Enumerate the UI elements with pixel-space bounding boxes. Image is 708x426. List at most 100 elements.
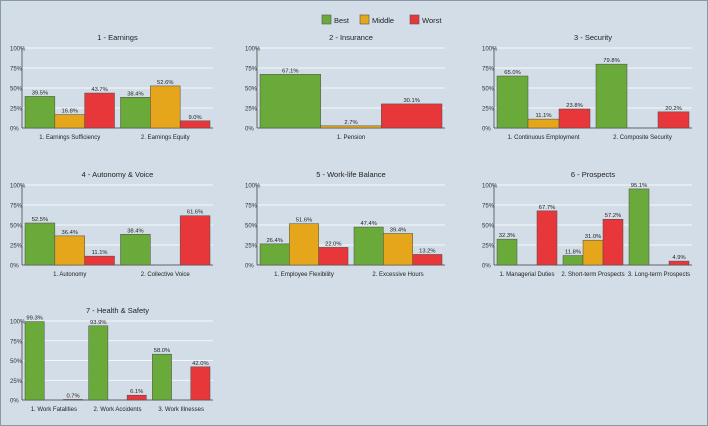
data-label-best: 79.8% (603, 58, 619, 64)
bar-middle (527, 118, 560, 129)
data-label-best: 11.8% (565, 250, 581, 256)
x-tick-label: 1. Autonomy (53, 272, 86, 278)
y-tick-label: 75% (482, 67, 495, 73)
y-tick-label: 50% (10, 87, 23, 93)
bar-middle (383, 233, 413, 266)
panel-title: 7 - Health & Safety (86, 306, 149, 315)
data-label-best: 93.9% (90, 320, 106, 326)
y-tick-label: 75% (10, 67, 23, 73)
panel-title: 3 - Security (574, 33, 612, 42)
y-tick-label: 25% (482, 244, 495, 250)
y-tick-label: 25% (10, 107, 23, 113)
bar-worst (602, 218, 624, 266)
y-tick-label: 100% (245, 184, 261, 190)
data-label-worst: 43.7% (91, 87, 107, 93)
bar-worst (63, 399, 83, 401)
bar-middle (54, 235, 85, 266)
bar-worst (657, 111, 690, 129)
panel-2: 2 - Insurance 0% 25% 50% 75% 100% 67.1% 2.7% 30.… (245, 33, 445, 141)
x-tick-label: 1. Work Fatalities (31, 407, 77, 413)
data-label-middle: 31.0% (585, 234, 601, 240)
y-tick-label: 100% (482, 47, 498, 53)
bar-best (259, 243, 290, 266)
y-tick-label: 100% (482, 184, 498, 190)
y-tick-label: 50% (10, 359, 23, 365)
y-tick-label: 0% (10, 127, 19, 133)
data-label-worst: 23.8% (566, 103, 582, 109)
bar-worst (558, 108, 591, 129)
data-label-middle: 51.6% (296, 218, 312, 224)
y-tick-label: 25% (482, 107, 495, 113)
y-tick-label: 50% (482, 87, 495, 93)
legend-swatch-worst (409, 14, 420, 25)
y-tick-label: 0% (10, 264, 19, 270)
panel-1: 1 - Earnings 0% 25% 50% 75% 100% 39.5% 16.8% 43.… (10, 33, 213, 141)
x-tick-label: 2. Short-term Prospects (561, 272, 624, 278)
bar-best (120, 234, 151, 266)
bar-best (152, 353, 172, 401)
bar-worst (179, 215, 211, 266)
bar-worst (84, 92, 115, 129)
legend-swatch-best (321, 14, 332, 25)
bar-worst (190, 366, 211, 401)
chart-panels: 1 - Earnings 0% 25% 50% 75% 100% 39.5% 16.8% 43.… (10, 33, 692, 413)
data-label-middle: 11.1% (535, 113, 551, 119)
x-tick-label: 1. Pension (337, 135, 365, 141)
data-label-worst: 0.7% (66, 393, 79, 399)
panel-5: 5 - Work-life Balance 0% 25% 50% 75% 100% 26.4… (245, 170, 445, 278)
y-tick-label: 75% (10, 339, 23, 345)
bar-worst (381, 103, 443, 129)
data-label-best: 38.4% (127, 91, 143, 97)
bar-worst (84, 255, 115, 266)
panel-title: 5 - Work-life Balance (316, 170, 385, 179)
y-tick-label: 75% (245, 204, 258, 210)
panel-title: 1 - Earnings (97, 33, 138, 42)
y-tick-label: 25% (245, 107, 258, 113)
bar-middle (582, 239, 604, 266)
y-tick-label: 25% (10, 244, 23, 250)
x-tick-label: 1. Continuous Employment (507, 135, 579, 141)
y-tick-label: 50% (10, 224, 23, 230)
bar-best (120, 97, 151, 129)
data-label-best: 38.4% (127, 228, 143, 234)
data-label-middle: 36.4% (62, 230, 78, 236)
bar-best (628, 188, 650, 266)
data-label-worst: 42.0% (192, 361, 208, 367)
y-tick-label: 75% (10, 204, 23, 210)
y-tick-label: 50% (245, 87, 258, 93)
y-tick-label: 100% (10, 320, 26, 326)
data-label-middle: 39.4% (390, 227, 406, 233)
y-tick-label: 50% (482, 224, 495, 230)
data-label-middle: 2.7% (344, 120, 357, 126)
x-tick-label: 3. Long-term Prospects (628, 272, 690, 278)
data-label-best: 95.1% (631, 183, 647, 189)
panel-7: 7 - Health & Safety 0% 25% 50% 75% 100%99.3% 0… (10, 306, 213, 413)
data-label-worst: 11.1% (92, 250, 108, 256)
y-tick-label: 0% (245, 264, 254, 270)
data-label-worst: 22.0% (325, 241, 341, 247)
data-label-best: 26.4% (266, 238, 282, 244)
x-tick-label: 1. Employee Flexibility (274, 272, 334, 278)
data-label-worst: 57.2% (605, 213, 621, 219)
data-label-best: 32.3% (499, 233, 515, 239)
data-label-worst: 4.9% (672, 255, 685, 261)
data-label-best: 67.1% (282, 68, 298, 74)
panel-4: 4 - Autonomy & Voice 0% 25% 50% 75% 100% 52.5%… (10, 170, 213, 278)
data-label-middle: 52.6% (157, 80, 173, 86)
bar-middle (150, 85, 181, 129)
data-label-worst: 20.2% (665, 106, 681, 112)
bar-best (24, 96, 56, 129)
data-label-best: 52.5% (32, 217, 48, 223)
bar-middle (54, 114, 85, 129)
y-tick-label: 25% (245, 244, 258, 250)
bar-best (24, 321, 45, 401)
x-tick-label: 3. Work Illnesses (158, 407, 204, 413)
bar-best (496, 75, 529, 129)
bar-middle (289, 223, 319, 266)
y-tick-label: 0% (10, 399, 19, 405)
legend-label-best: Best (334, 16, 350, 25)
y-tick-label: 100% (245, 47, 261, 53)
data-label-best: 65.0% (504, 70, 520, 76)
